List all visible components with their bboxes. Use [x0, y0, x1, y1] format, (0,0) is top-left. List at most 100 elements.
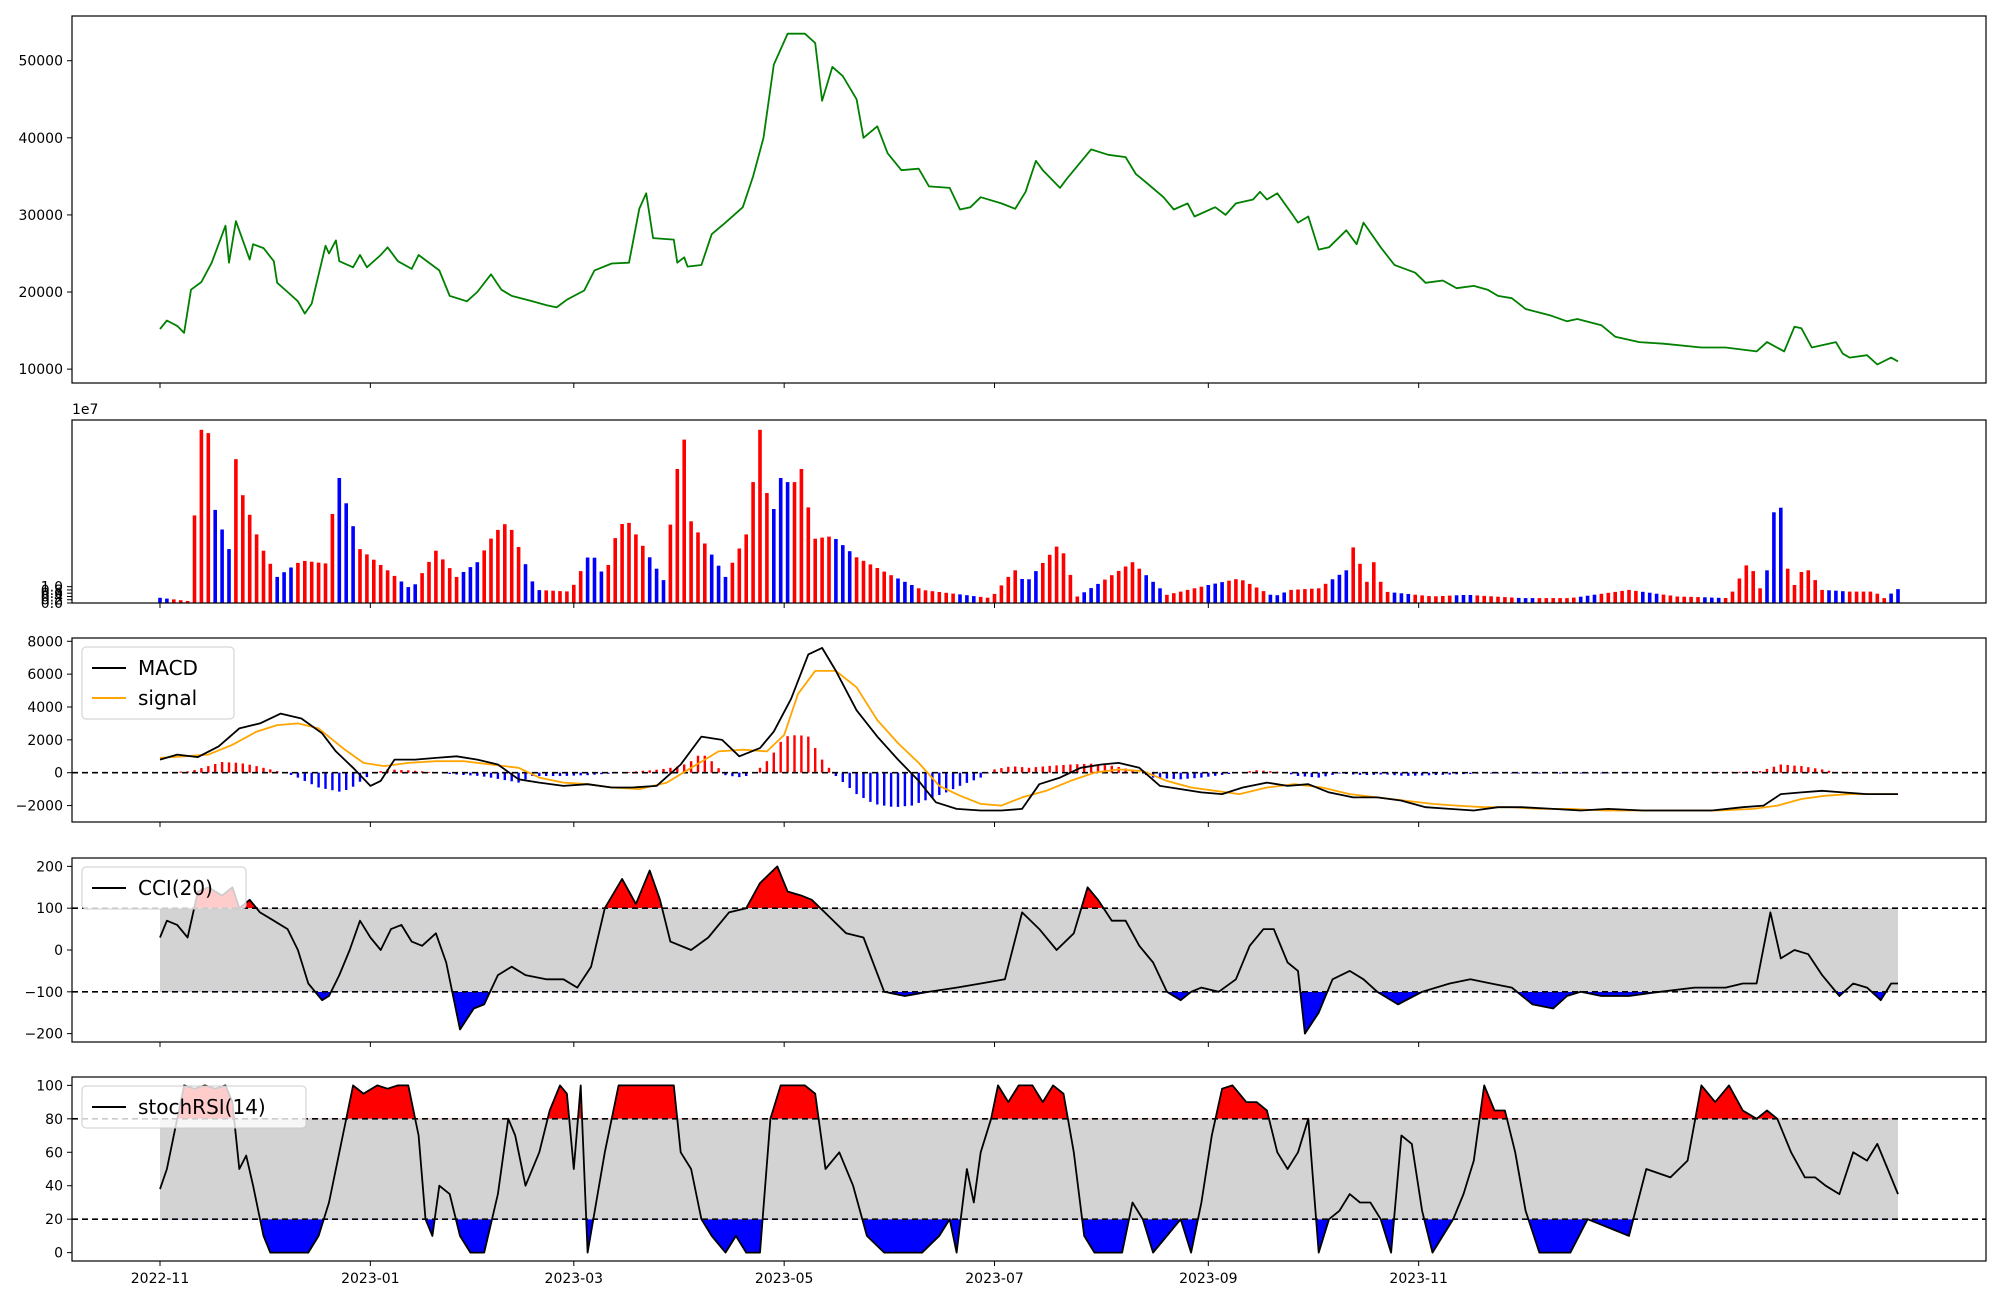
volume-bar: [1372, 562, 1376, 603]
volume-bar: [1503, 597, 1507, 603]
histogram-bar: [958, 772, 962, 786]
volume-bar: [944, 592, 948, 603]
volume-bar: [1158, 588, 1162, 603]
histogram-bar: [255, 766, 258, 773]
volume-bar: [627, 522, 631, 603]
volume-bar: [1820, 589, 1824, 603]
histogram-bar: [979, 772, 982, 778]
volume-bar: [482, 550, 486, 603]
volume-bar: [1137, 568, 1142, 603]
y-tick-label: 30000: [18, 208, 63, 224]
histogram-bar: [1469, 772, 1472, 774]
volume-bar: [1834, 590, 1838, 603]
histogram-bar: [317, 772, 320, 788]
volume-bar: [985, 597, 990, 603]
volume-bar: [1772, 512, 1776, 603]
volume-bar: [1151, 581, 1155, 603]
volume-bar: [1716, 597, 1721, 603]
histogram-bar: [1248, 771, 1251, 773]
volume-bar: [461, 572, 466, 603]
histogram-bar: [503, 772, 506, 781]
histogram-bar: [924, 772, 927, 801]
volume-bar: [1289, 589, 1293, 603]
histogram-bar: [993, 769, 996, 773]
histogram-bar: [834, 772, 838, 776]
histogram-bar: [1386, 772, 1389, 775]
histogram-bar: [1062, 765, 1065, 773]
volume-bar: [1254, 587, 1259, 603]
volume-bar: [1751, 571, 1755, 603]
histogram-bar: [469, 772, 472, 776]
histogram-bar: [338, 772, 341, 792]
y-tick-label: 20000: [18, 285, 63, 301]
volume-bar: [158, 597, 162, 603]
volume-bar: [1461, 595, 1466, 603]
histogram-bar: [972, 772, 975, 781]
volume-bar: [903, 581, 907, 603]
volume-bar: [1241, 580, 1245, 603]
histogram-bar: [1538, 772, 1541, 774]
histogram-bar: [462, 772, 465, 775]
histogram-bar: [669, 767, 672, 773]
histogram-bar: [1420, 772, 1424, 776]
histogram-bar: [1710, 772, 1713, 773]
volume-bar: [834, 539, 838, 603]
volume-bar: [1061, 553, 1066, 603]
volume-bar: [737, 548, 742, 603]
histogram-bar: [1296, 772, 1300, 776]
histogram-bar: [579, 772, 582, 776]
volume-bar: [303, 560, 307, 603]
volume-bar: [1413, 594, 1417, 603]
volume-bar: [1365, 581, 1369, 603]
volume-bar: [282, 572, 286, 603]
histogram-bar: [565, 772, 569, 776]
histogram-bar: [1158, 772, 1162, 778]
x-tick-label: 2023-03: [545, 1271, 604, 1287]
volume-bar: [427, 561, 431, 603]
volume-bar: [1730, 591, 1735, 603]
volume-bar: [910, 585, 914, 603]
volume-bar: [868, 564, 873, 603]
volume-bar: [1116, 570, 1121, 603]
volume-bar: [1227, 580, 1231, 603]
volume-bar: [1027, 579, 1031, 603]
volume-bar: [1296, 589, 1300, 603]
volume-bar: [1599, 593, 1604, 603]
volume-bar: [420, 573, 424, 603]
y-tick-label: 0.0: [41, 596, 63, 612]
volume-bar: [806, 507, 811, 603]
volume-bar: [1537, 598, 1542, 603]
histogram-bar: [1324, 772, 1327, 777]
y-tick-label: 0.4: [41, 589, 63, 605]
plot-frame: [71, 15, 1987, 384]
y-tick-label: 20: [45, 1212, 63, 1228]
volume-bar: [896, 578, 900, 603]
histogram-bar: [400, 770, 403, 773]
histogram-bar: [1827, 770, 1831, 773]
volume-bar: [1696, 597, 1700, 603]
histogram-bar: [214, 764, 217, 773]
histogram-bar: [289, 772, 293, 775]
volume-bar: [1130, 562, 1135, 603]
volume-bar: [854, 557, 859, 604]
volume-bar: [344, 503, 348, 603]
histogram-bar: [855, 772, 858, 795]
y-tick-label: 0: [54, 1246, 63, 1262]
histogram-bar: [1317, 772, 1320, 778]
volume-bar: [1178, 591, 1183, 603]
volume-bar: [1420, 595, 1424, 603]
histogram-bar: [1034, 767, 1038, 773]
histogram-bar: [220, 762, 224, 773]
volume-bar: [1385, 591, 1390, 603]
histogram-bar: [1407, 772, 1410, 776]
volume-bar: [647, 557, 652, 604]
volume-bar: [1013, 570, 1017, 603]
histogram-bar: [1365, 772, 1369, 775]
histogram-bar: [1083, 764, 1086, 773]
volume-bar: [413, 584, 417, 603]
histogram-bar: [814, 748, 817, 773]
y-tick-label: 100: [36, 901, 63, 917]
histogram-bar: [427, 771, 431, 773]
histogram-bar: [179, 771, 182, 773]
histogram-bar: [1214, 772, 1217, 776]
